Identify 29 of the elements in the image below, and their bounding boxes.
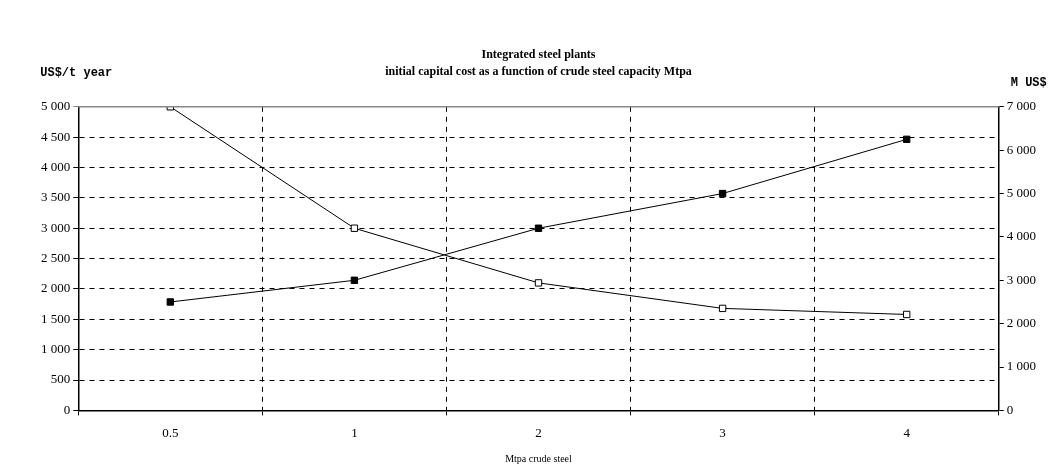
chart-title: Integrated steel plants [481, 47, 596, 62]
x-tick-label: 2 [535, 424, 542, 440]
x-tick-label: 1 [351, 424, 358, 440]
y-tick-label: 1 000 [41, 341, 71, 357]
y-tick-label: 4 500 [41, 128, 71, 144]
y-axis-title: US$/t year [40, 65, 113, 80]
y2-tick-label: 0 [1006, 401, 1014, 417]
chart-subtitle: initial capital cost as a function of crude steel capacity Mtpa [385, 63, 692, 78]
y2-tick-label: 5 000 [1006, 184, 1036, 200]
y-tick-label: 500 [50, 371, 71, 387]
y2-tick-label: 4 000 [1006, 228, 1036, 244]
y2-tick-label: 6 000 [1006, 141, 1036, 157]
y-tick-label: 4 000 [41, 158, 71, 174]
y-tick-label: 2 000 [41, 280, 71, 296]
y2-tick-label: 1 000 [1006, 358, 1036, 374]
y2-tick-label: 7 000 [1006, 98, 1036, 114]
y-tick-label: 1 500 [41, 310, 71, 326]
x-tick-label: 0.5 [162, 424, 179, 440]
x-tick-label: 4 [903, 424, 911, 440]
y-tick-label: 5 000 [41, 98, 71, 114]
x-axis-title: Mtpa crude steel [505, 452, 573, 464]
y-tick-label: 0 [63, 401, 71, 417]
y2-tick-label: 3 000 [1006, 271, 1036, 287]
y-tick-label: 3 000 [41, 219, 71, 235]
y-tick-label: 3 500 [41, 189, 71, 205]
y2-tick-label: 2 000 [1006, 315, 1036, 331]
x-tick-label: 3 [719, 424, 726, 440]
y2-axis-title: M US$ [1010, 75, 1047, 90]
y-tick-label: 2 500 [41, 250, 71, 266]
